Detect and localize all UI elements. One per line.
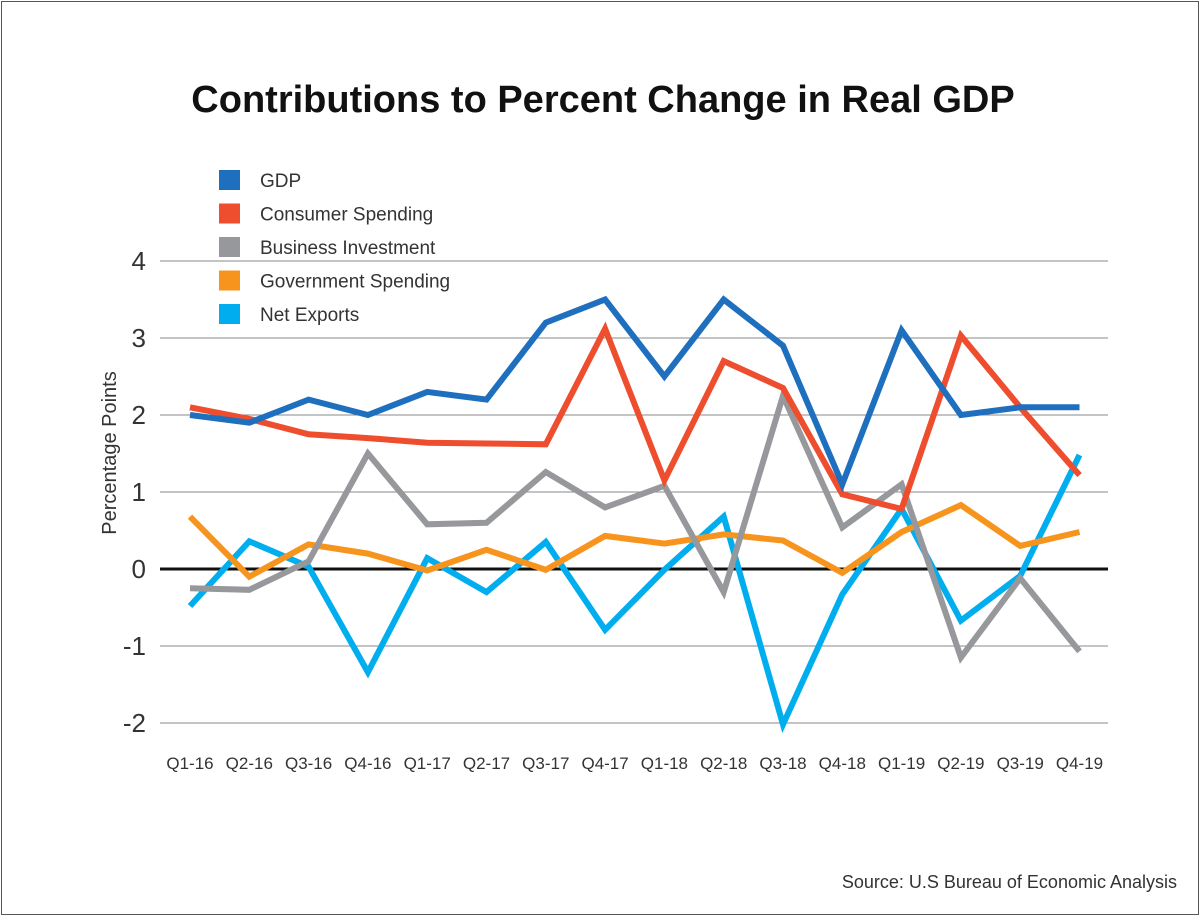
x-tick-label: Q4-16	[344, 754, 391, 773]
legend-label: Business Investment	[260, 238, 436, 259]
x-tick-label: Q3-17	[522, 754, 569, 773]
source-note: Source: U.S Bureau of Economic Analysis	[842, 872, 1177, 892]
y-axis-ticks: -2 -1 0 1 2 3 4	[123, 246, 146, 738]
legend-label: GDP	[260, 171, 301, 192]
legend-label: Government Spending	[260, 272, 450, 293]
x-tick-label: Q1-17	[404, 754, 451, 773]
x-axis-ticks: Q1-16 Q2-16 Q3-16 Q4-16 Q1-17 Q2-17 Q3-17 Q4-17…	[166, 754, 1103, 773]
legend-swatch	[219, 237, 240, 257]
legend: GDP Consumer Spending Business Investment G…	[219, 170, 450, 326]
x-tick-label: Q1-19	[878, 754, 925, 773]
series-line-consumer-spending	[189, 321, 1082, 513]
x-tick-label: Q1-18	[641, 754, 688, 773]
y-tick-label: 3	[132, 323, 146, 353]
x-tick-label: Q4-18	[819, 754, 866, 773]
legend-swatch	[219, 304, 240, 324]
y-tick-label: 1	[132, 477, 146, 507]
y-axis-label: Percentage Points	[99, 371, 121, 534]
x-tick-label: Q2-17	[463, 754, 510, 773]
x-tick-label: Q2-16	[226, 754, 273, 773]
series-line-government-spending	[187, 501, 1081, 581]
y-tick-label: -2	[123, 708, 146, 738]
y-tick-label: 4	[132, 246, 146, 276]
y-tick-label: -1	[123, 631, 146, 661]
x-tick-label: Q4-17	[581, 754, 628, 773]
legend-swatch	[219, 170, 240, 190]
x-tick-label: Q3-18	[759, 754, 806, 773]
x-tick-label: Q4-19	[1056, 754, 1103, 773]
y-tick-label: 2	[132, 400, 146, 430]
y-tick-label: 0	[132, 554, 146, 584]
legend-swatch	[219, 270, 240, 291]
series-line-gdp	[189, 295, 1080, 493]
x-tick-label: Q2-18	[700, 754, 747, 773]
x-tick-label: Q3-16	[285, 754, 332, 773]
x-tick-label: Q2-19	[937, 754, 984, 773]
x-tick-label: Q1-16	[166, 754, 213, 773]
x-tick-label: Q3-19	[997, 754, 1044, 773]
series-line-business-investment	[189, 387, 1082, 664]
chart-title: Contributions to Percent Change in Real …	[191, 79, 1014, 121]
legend-label: Net Exports	[260, 305, 359, 326]
legend-swatch	[219, 203, 240, 224]
series-lines	[187, 295, 1083, 734]
legend-label: Consumer Spending	[260, 205, 433, 226]
